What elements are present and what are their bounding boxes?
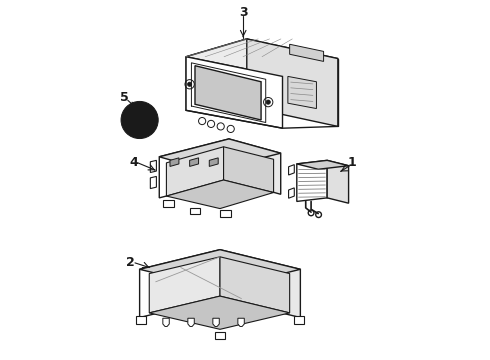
Polygon shape xyxy=(220,257,290,313)
Text: 2: 2 xyxy=(125,256,134,269)
Circle shape xyxy=(132,112,147,127)
Polygon shape xyxy=(186,57,283,128)
Polygon shape xyxy=(190,208,200,214)
Circle shape xyxy=(124,104,155,136)
Polygon shape xyxy=(159,139,229,198)
Polygon shape xyxy=(150,160,156,172)
Polygon shape xyxy=(327,160,348,203)
Circle shape xyxy=(130,110,149,130)
Circle shape xyxy=(188,82,192,86)
Polygon shape xyxy=(289,188,294,198)
Polygon shape xyxy=(163,318,169,327)
Polygon shape xyxy=(188,318,194,327)
Polygon shape xyxy=(238,318,245,327)
Circle shape xyxy=(121,102,158,139)
Text: 4: 4 xyxy=(129,156,138,169)
Polygon shape xyxy=(140,249,220,318)
Polygon shape xyxy=(150,176,156,189)
Polygon shape xyxy=(223,147,273,193)
Polygon shape xyxy=(288,76,317,109)
Polygon shape xyxy=(136,316,147,324)
Polygon shape xyxy=(167,147,223,196)
Polygon shape xyxy=(209,158,218,166)
Polygon shape xyxy=(220,249,300,318)
Polygon shape xyxy=(215,332,225,339)
Polygon shape xyxy=(289,165,294,175)
Polygon shape xyxy=(186,39,247,111)
Circle shape xyxy=(137,117,143,123)
Polygon shape xyxy=(297,160,348,169)
Text: 3: 3 xyxy=(239,6,247,19)
Polygon shape xyxy=(149,257,220,313)
Polygon shape xyxy=(290,44,323,62)
Polygon shape xyxy=(170,158,179,166)
Polygon shape xyxy=(297,160,327,202)
Polygon shape xyxy=(190,158,198,166)
Polygon shape xyxy=(294,316,304,324)
Text: 1: 1 xyxy=(348,156,357,169)
Polygon shape xyxy=(186,39,338,76)
Polygon shape xyxy=(140,249,300,289)
Polygon shape xyxy=(247,39,338,126)
Polygon shape xyxy=(195,66,261,120)
Polygon shape xyxy=(163,201,173,207)
Polygon shape xyxy=(149,296,290,329)
Polygon shape xyxy=(229,139,281,194)
Polygon shape xyxy=(167,180,273,208)
Polygon shape xyxy=(220,210,231,217)
Text: 5: 5 xyxy=(120,91,129,104)
Polygon shape xyxy=(159,139,281,171)
Circle shape xyxy=(127,107,152,133)
Polygon shape xyxy=(213,318,220,327)
Circle shape xyxy=(135,115,145,125)
Circle shape xyxy=(266,100,270,104)
